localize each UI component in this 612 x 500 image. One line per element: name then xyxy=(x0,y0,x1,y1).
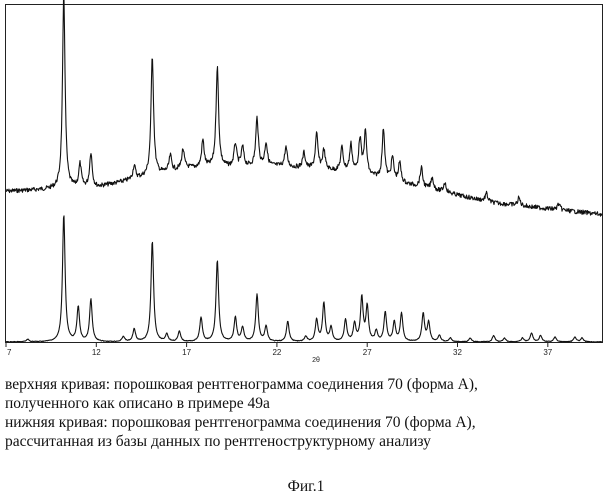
x-tick-label: 12 xyxy=(92,348,101,357)
caption-lower-line2: рассчитанная из базы данных по рентгенос… xyxy=(5,433,431,450)
xrpd-chart: 7 12 17 22 27 32 37 2θ xyxy=(5,0,603,364)
x-tick-label: 22 xyxy=(272,348,281,357)
caption-lower-line1: нижняя кривая: порошковая рентгенограмма… xyxy=(5,414,476,431)
lower-pattern-curve xyxy=(5,215,603,343)
figure-label: Фиг.1 xyxy=(287,478,325,495)
chart-frame xyxy=(5,4,603,343)
figure-caption: верхняя кривая: порошковая рентгенограмм… xyxy=(5,375,605,451)
x-tick-label: 7 xyxy=(7,348,12,357)
plot-layer xyxy=(5,0,603,343)
x-axis-label: 2θ xyxy=(312,357,320,364)
x-tick-label: 17 xyxy=(182,348,191,357)
x-axis: 7 12 17 22 27 32 37 xyxy=(5,343,553,357)
x-tick-label: 32 xyxy=(453,348,462,357)
upper-pattern-curve xyxy=(5,0,603,217)
x-tick-label: 27 xyxy=(363,348,372,357)
x-tick-label: 37 xyxy=(543,348,552,357)
caption-upper-line2: полученного как описано в примере 49а xyxy=(5,395,270,412)
caption-upper-line1: верхняя кривая: порошковая рентгенограмм… xyxy=(5,376,478,393)
